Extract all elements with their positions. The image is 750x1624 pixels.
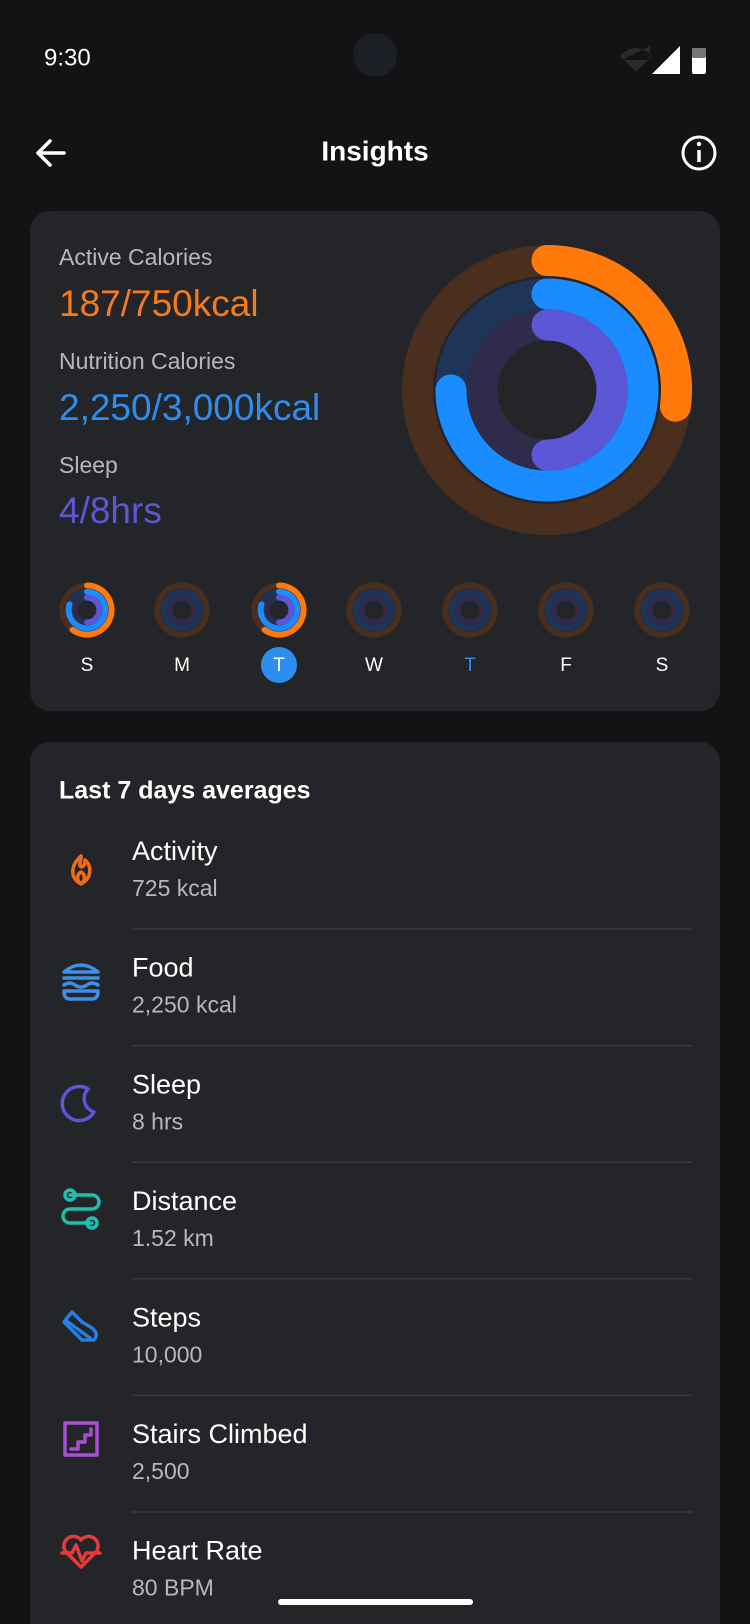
item-icon — [71, 854, 92, 886]
day-label: S — [81, 655, 94, 676]
ring-progress — [276, 594, 295, 626]
ring-track — [442, 582, 498, 638]
ring-track — [454, 594, 486, 626]
averages-list: Activity 725 kcal Food 2,250 kcal Sleep 8 hrs… — [60, 836, 692, 1601]
ring-track — [160, 588, 204, 632]
day[interactable]: W — [346, 582, 402, 676]
ring-track — [346, 582, 402, 638]
day[interactable]: M — [154, 582, 210, 676]
ring-track — [538, 582, 594, 638]
ring-track — [352, 588, 396, 632]
metric-value: 2,250/3,000kcal — [59, 387, 320, 428]
metric-label: Nutrition Calories — [59, 348, 235, 374]
metric-value: 187/750kcal — [59, 283, 259, 324]
item-label: Heart Rate — [132, 1536, 263, 1566]
ring-track — [550, 594, 582, 626]
item-value: 8 hrs — [132, 1108, 183, 1134]
page-title: Insights — [321, 135, 428, 166]
info-dot — [696, 141, 702, 147]
item-value: 80 BPM — [132, 1575, 214, 1601]
ring-progress — [531, 309, 628, 471]
info-circle — [681, 135, 717, 171]
day[interactable]: F — [538, 582, 594, 676]
item-value: 2,500 — [132, 1458, 190, 1484]
metric-value: 4/8hrs — [59, 490, 162, 531]
averages-card — [30, 742, 720, 1624]
item-icon — [61, 1188, 101, 1230]
item-icon — [60, 1084, 96, 1123]
signal-icon — [652, 46, 680, 74]
average-item[interactable]: Food 2,250 kcal — [62, 953, 692, 1047]
ring-progress — [84, 594, 103, 626]
item-label: Sleep — [132, 1069, 201, 1099]
ring-track — [166, 594, 198, 626]
ring-center — [652, 600, 672, 620]
ring-progress — [65, 588, 109, 632]
ring-center — [364, 600, 384, 620]
metric-label: Active Calories — [59, 244, 212, 270]
ring-track — [634, 582, 690, 638]
item-value: 1.52 km — [132, 1225, 214, 1251]
activity-rings — [402, 245, 692, 535]
item-icon — [62, 1310, 98, 1342]
average-item[interactable]: Distance 1.52 km — [61, 1186, 692, 1280]
day-label: S — [656, 655, 669, 676]
item-label: Distance — [132, 1186, 237, 1216]
average-item[interactable]: Stairs Climbed 2,500 — [63, 1419, 692, 1513]
back-button[interactable] — [36, 139, 66, 167]
average-item[interactable]: Sleep 8 hrs — [60, 1069, 692, 1163]
home-indicator — [278, 1599, 473, 1605]
section-title: Last 7 days averages — [59, 777, 311, 805]
day-label: T — [273, 655, 285, 676]
ring-center — [556, 600, 576, 620]
ring-track — [448, 588, 492, 632]
ring-center — [172, 600, 192, 620]
ring-progress — [257, 588, 301, 632]
ring-center — [269, 600, 289, 620]
ring-progress — [69, 582, 115, 638]
day[interactable]: S — [59, 582, 115, 676]
item-label: Steps — [132, 1303, 201, 1333]
status-time: 9:30 — [44, 44, 91, 71]
ring-progress — [531, 245, 692, 422]
day-label: W — [365, 655, 383, 676]
average-item[interactable]: Heart Rate 80 BPM — [60, 1534, 263, 1601]
day[interactable]: S — [634, 582, 690, 676]
average-item[interactable]: Steps 10,000 — [62, 1303, 692, 1397]
metric-label: Sleep — [59, 452, 118, 478]
ring-track — [154, 582, 210, 638]
ring-progress — [261, 582, 307, 638]
ring-track — [646, 594, 678, 626]
item-icon — [63, 1421, 99, 1457]
day-label: T — [464, 655, 476, 676]
day-label: M — [174, 655, 190, 676]
item-value: 725 kcal — [132, 875, 218, 901]
ring-center — [77, 600, 97, 620]
wifi-icon — [620, 46, 652, 72]
day-selected — [261, 647, 297, 683]
camera-cutout — [353, 33, 397, 77]
ring-center — [499, 342, 595, 438]
day[interactable]: T — [251, 582, 307, 683]
ring-track — [544, 588, 588, 632]
item-label: Activity — [132, 836, 218, 866]
battery-empty — [692, 48, 706, 58]
item-label: Stairs Climbed — [132, 1419, 308, 1449]
ring-progress — [435, 278, 659, 502]
item-icon — [62, 963, 100, 1001]
item-icon — [60, 1534, 102, 1569]
ring-track — [640, 588, 684, 632]
item-value: 10,000 — [132, 1341, 202, 1367]
ring-center — [460, 600, 480, 620]
average-item[interactable]: Activity 725 kcal — [71, 836, 692, 930]
ring-track — [358, 594, 390, 626]
info-button[interactable] — [681, 135, 717, 171]
item-label: Food — [132, 953, 194, 983]
day[interactable]: T — [442, 582, 498, 676]
day-label: F — [560, 655, 572, 676]
item-value: 2,250 kcal — [132, 992, 237, 1018]
